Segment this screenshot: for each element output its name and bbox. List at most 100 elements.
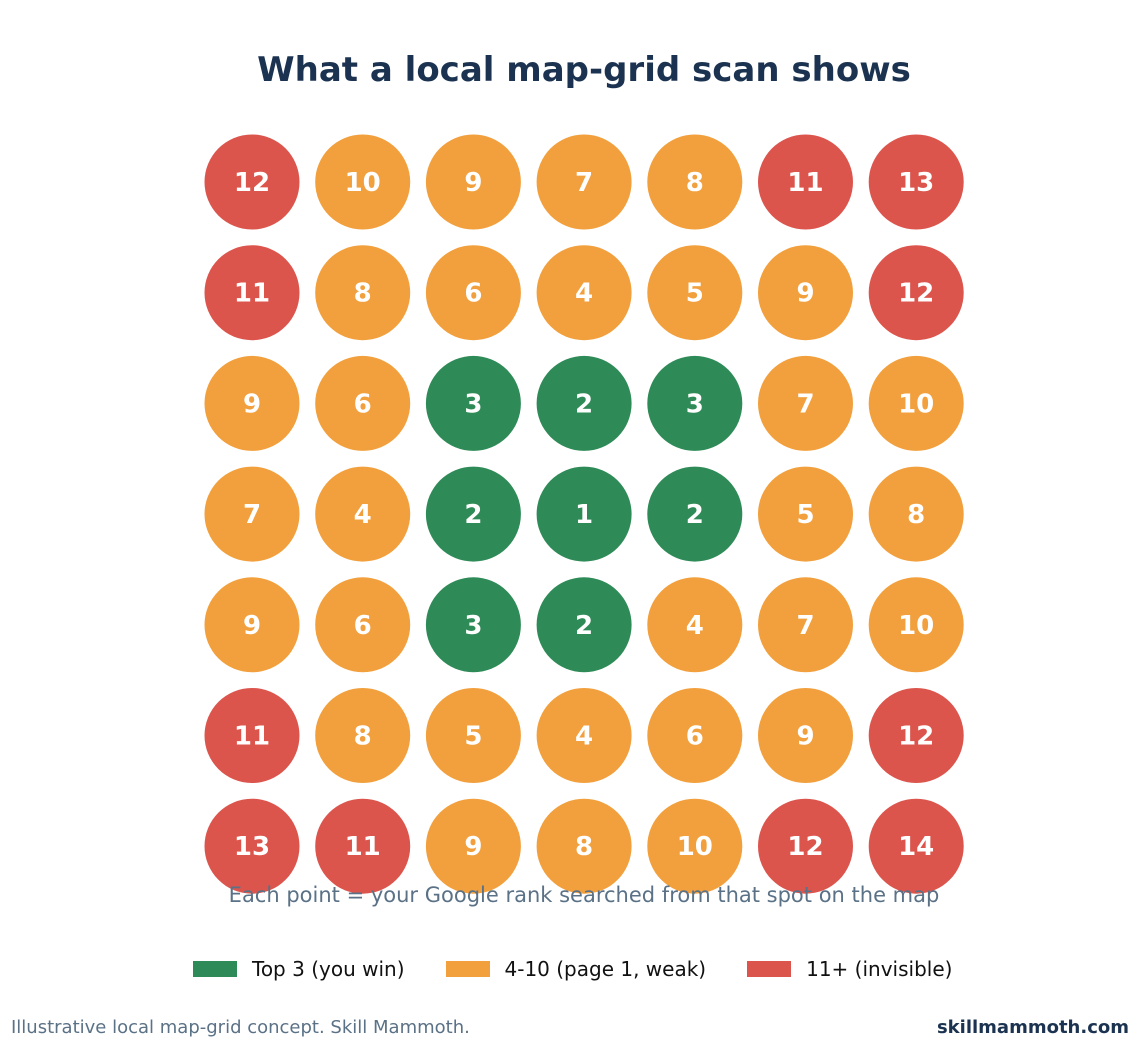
grid-point-r6-c2 [315,688,411,783]
grid-rank-label-r1-c4: 7 [575,168,593,198]
grid-point-r5-c4 [536,577,632,673]
grid-rank-label-r1-c6: 11 [787,168,823,198]
grid-rank-label-r3-c1: 9 [243,389,261,419]
grid-rank-label-r5-c5: 4 [686,611,704,641]
grid-point-r1-c7 [868,134,964,230]
grid-point-r6-c7 [868,688,964,783]
grid-point-r2-c7 [868,245,964,341]
grid-rank-label-r2-c6: 9 [796,279,814,309]
grid-point-r3-c2 [315,355,411,451]
grid-point-r2-c3 [425,245,521,341]
grid-point-r3-c6 [758,355,853,451]
grid-rank-label-r6-c6: 9 [796,722,814,752]
grid-rank-label-r3-c3: 3 [464,389,482,419]
grid-rank-label-r7-c7: 14 [898,832,934,862]
grid-rank-label-r5-c2: 6 [354,611,372,641]
grid-point-r4-c6 [758,466,853,562]
grid-point-r3-c4 [536,355,632,451]
grid-point-r7-c7 [868,798,964,894]
legend-item-page1: 4-10 (page 1, weak) [445,957,707,981]
grid-rank-label-r1-c1: 12 [234,168,270,198]
legend-item-top3: Top 3 (you win) [193,957,405,981]
grid-rank-label-r6-c2: 8 [354,722,372,752]
grid-point-r3-c1 [204,355,300,451]
grid-rank-label-r7-c4: 8 [575,832,593,862]
grid-point-r4-c5 [647,466,743,562]
grid-rank-label-r3-c6: 7 [796,389,814,419]
chart-subtitle: Each point = your Google rank searched f… [228,883,940,907]
grid-rank-label-r7-c2: 11 [345,832,381,862]
grid-point-r3-c5 [647,355,743,451]
grid-rank-label-r5-c1: 9 [243,611,261,641]
grid-rank-label-r1-c2: 10 [345,168,381,198]
grid-rank-label-r4-c1: 7 [243,500,261,530]
grid-point-r5-c7 [868,577,964,673]
footer-brand: skillmammoth.com [936,1017,1129,1038]
grid-rank-label-r2-c2: 8 [354,279,372,309]
grid-point-r7-c2 [315,798,411,894]
grid-point-r3-c7 [868,355,964,451]
grid-rank-label-r6-c3: 5 [464,722,482,752]
grid-rank-label-r7-c5: 10 [677,832,713,862]
grid-point-r7-c6 [758,798,853,894]
grid-rank-label-r6-c4: 4 [575,722,593,752]
grid-point-r7-c1 [204,798,300,894]
grid-point-r1-c5 [647,134,743,230]
grid-rank-label-r4-c3: 2 [464,500,482,530]
grid-point-r7-c4 [536,798,632,894]
grid-rank-label-r4-c7: 8 [907,500,925,530]
footer-source: Illustrative local map-grid concept. Ski… [11,1017,470,1038]
grid-rank-label-r4-c4: 1 [575,500,593,530]
grid-point-r5-c2 [315,577,411,673]
grid-rank-label-r1-c5: 8 [686,168,704,198]
grid-rank-label-r5-c3: 3 [464,611,482,641]
grid-rank-label-r2-c3: 6 [464,279,482,309]
grid-rank-label-r3-c7: 10 [898,389,934,419]
grid-point-r6-c1 [204,688,300,783]
grid-point-r4-c2 [315,466,411,562]
grid-rank-label-r4-c2: 4 [354,500,372,530]
grid-rank-label-r4-c6: 5 [796,500,814,530]
grid-point-r1-c4 [536,134,632,230]
grid-rank-label-r3-c4: 2 [575,389,593,419]
legend-label-invisible: 11+ (invisible) [806,957,953,981]
grid-rank-label-r2-c4: 4 [575,279,593,309]
grid-point-r2-c6 [758,245,853,341]
grid-rank-label-r5-c7: 10 [898,611,934,641]
chart-title: What a local map-grid scan shows [257,50,911,90]
grid-point-r2-c4 [536,245,632,341]
grid-rank-label-r6-c7: 12 [898,722,934,752]
grid-point-r7-c5 [647,798,743,894]
grid-point-r2-c2 [315,245,411,341]
grid-point-r2-c5 [647,245,743,341]
grid-point-r1-c6 [758,134,853,230]
grid-point-r1-c1 [204,134,300,230]
grid-rank-label-r4-c5: 2 [686,500,704,530]
legend: Top 3 (you win) 4-10 (page 1, weak) 11+ … [193,956,952,982]
grid-rank-label-r5-c6: 7 [796,611,814,641]
grid-point-r4-c1 [204,466,300,562]
legend-swatch-page1 [445,961,490,977]
legend-swatch-top3 [193,961,237,977]
legend-label-page1: 4-10 (page 1, weak) [504,957,707,981]
grid-rank-label-r3-c2: 6 [354,389,372,419]
grid-rank-label-r1-c7: 13 [898,168,934,198]
grid-rank-label-r5-c4: 2 [575,611,593,641]
grid-point-r3-c3 [425,355,521,451]
grid-point-r6-c6 [758,688,853,783]
legend-label-top3: Top 3 (you win) [252,957,405,981]
grid-rank-label-r6-c5: 6 [686,722,704,752]
grid-point-r6-c3 [425,688,521,783]
grid-point-r1-c2 [315,134,411,230]
grid-point-r5-c1 [204,577,300,673]
grid-rank-label-r7-c1: 13 [234,832,270,862]
grid-point-r5-c5 [647,577,743,673]
grid-point-r5-c6 [758,577,853,673]
grid-rank-label-r2-c1: 11 [234,279,270,309]
grid-rank-label-r2-c5: 5 [686,279,704,309]
grid-point-r4-c4 [536,466,632,562]
legend-swatch-invisible [747,961,792,977]
grid-rank-label-r7-c6: 12 [787,832,823,862]
grid-rank-label-r3-c5: 3 [686,389,704,419]
